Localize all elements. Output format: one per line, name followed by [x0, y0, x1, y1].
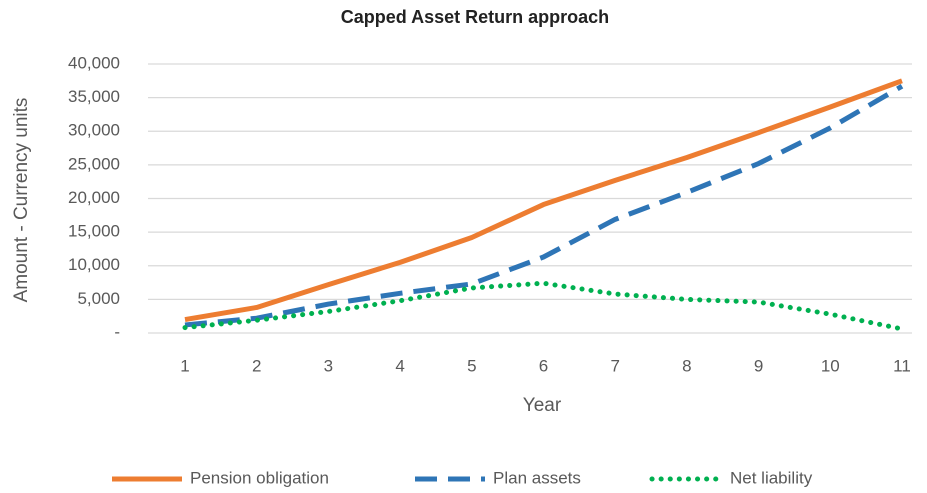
legend-label: Pension obligation	[190, 468, 329, 487]
x-tick-label: 11	[893, 356, 911, 375]
series-line	[184, 84, 904, 328]
x-tick-label: 4	[395, 356, 404, 375]
y-tick-label: 20,000	[68, 188, 120, 207]
series-line	[184, 78, 903, 323]
legend-label: Net liability	[730, 468, 813, 487]
y-tick-label: 5,000	[77, 289, 120, 308]
y-tick-label: 25,000	[68, 154, 120, 173]
y-tick-label: -	[114, 322, 120, 341]
x-tick-label: 2	[252, 356, 261, 375]
y-tick-label: 30,000	[68, 121, 120, 140]
chart-title: Capped Asset Return approach	[341, 7, 609, 27]
series-line	[182, 280, 905, 332]
y-tick-label: 10,000	[68, 255, 120, 274]
x-tick-label: 7	[610, 356, 619, 375]
x-tick-label: 6	[539, 356, 548, 375]
x-tick-label: 5	[467, 356, 476, 375]
y-tick-label: 15,000	[68, 222, 120, 241]
x-tick-label: 8	[682, 356, 691, 375]
x-tick-label: 9	[754, 356, 763, 375]
x-tick-label: 10	[821, 356, 840, 375]
y-tick-label: 35,000	[68, 87, 120, 106]
x-tick-label: 1	[180, 356, 189, 375]
y-axis-label: Amount - Currency units	[11, 98, 32, 303]
legend-label: Plan assets	[493, 468, 581, 487]
x-axis-label: Year	[523, 395, 562, 416]
x-tick-label: 3	[324, 356, 333, 375]
y-tick-label: 40,000	[68, 53, 120, 72]
